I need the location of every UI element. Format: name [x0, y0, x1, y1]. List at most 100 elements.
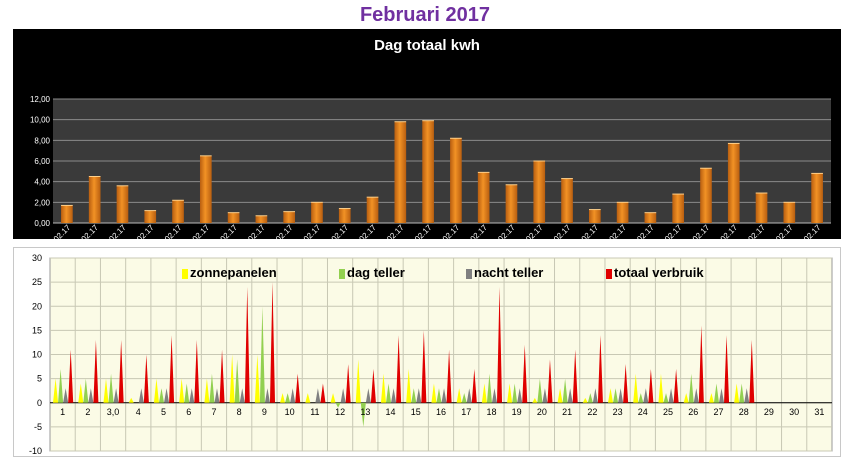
- daily-total-chart: Dag totaal kwh 0,00 2,00 4,00 6,00 8,00 10,00…: [13, 29, 841, 239]
- bar: [227, 212, 240, 223]
- bar: [616, 202, 629, 223]
- spike: [305, 393, 311, 403]
- spike: [290, 388, 296, 403]
- spike: [744, 388, 750, 403]
- spike: [618, 388, 624, 403]
- spike: [295, 373, 301, 403]
- y-tick-label: -5: [34, 422, 42, 432]
- spike: [688, 373, 694, 403]
- spike: [391, 388, 397, 403]
- x-tick-label: 16.02.17: [461, 223, 490, 239]
- y-tick-label: 30: [32, 253, 42, 263]
- spike: [471, 368, 477, 403]
- bar: [672, 194, 685, 223]
- bar: [422, 120, 434, 223]
- x-tick-label: 16: [436, 407, 446, 417]
- bar: [255, 215, 268, 223]
- x-tick-label: 9: [262, 407, 267, 417]
- spike: [63, 388, 69, 403]
- spike: [103, 378, 109, 403]
- spike: [365, 388, 371, 403]
- bar: [450, 138, 462, 223]
- spike: [380, 373, 387, 403]
- x-tick-label: 15.02.17: [433, 223, 462, 239]
- bar: [561, 178, 573, 223]
- legend-swatch: [182, 269, 188, 279]
- spike: [335, 402, 341, 408]
- x-tick-label: 25: [663, 407, 673, 417]
- spike: [219, 349, 225, 403]
- spike: [547, 359, 553, 403]
- spike: [345, 364, 351, 403]
- spike: [587, 393, 593, 403]
- x-tick-label: 20: [537, 407, 547, 417]
- y-tick-label: 25: [32, 277, 42, 287]
- x-tick-label: 28: [739, 407, 749, 417]
- spike: [164, 388, 170, 403]
- spike: [623, 364, 629, 403]
- bar: [338, 208, 351, 223]
- x-tick-label: 1: [60, 407, 65, 417]
- spike: [562, 378, 568, 403]
- spike: [638, 393, 644, 403]
- x-tick-label: 31: [814, 407, 824, 417]
- spike: [113, 388, 119, 403]
- legend-label: totaal verbruik: [614, 265, 704, 280]
- spike: [466, 388, 472, 403]
- spike: [713, 383, 719, 403]
- x-tick-label: 10.02.17: [294, 223, 323, 239]
- spike: [663, 393, 669, 403]
- x-tick-label: 28.02.17: [794, 223, 823, 239]
- bar: [394, 121, 407, 223]
- x-tick-label: 22.02.17: [627, 223, 656, 239]
- spike: [537, 378, 543, 403]
- spike: [517, 388, 523, 403]
- chart-title: Dag totaal kwh: [374, 37, 480, 54]
- spike: [386, 383, 392, 403]
- y-tick-label: 4,00: [34, 178, 50, 187]
- bar: [311, 202, 323, 223]
- bar: [783, 202, 796, 223]
- spike: [83, 378, 89, 403]
- spike: [234, 359, 240, 403]
- x-tick-label: 11: [310, 407, 319, 417]
- spike: [718, 388, 725, 403]
- x-tick-label: 29: [764, 407, 774, 417]
- x-tick-label: 26.02.17: [739, 223, 768, 239]
- spike: [739, 383, 745, 403]
- spike: [507, 383, 513, 403]
- spike: [93, 340, 99, 403]
- spike: [648, 368, 654, 403]
- x-tick-label: 18: [486, 407, 496, 417]
- spike: [264, 388, 270, 403]
- spike: [158, 388, 165, 403]
- spike: [607, 388, 614, 403]
- spike: [340, 388, 346, 403]
- x-tick-label: 11.02.17: [322, 223, 350, 239]
- spike: [491, 388, 498, 403]
- x-tick-label: 15: [411, 407, 421, 417]
- x-tick-label: 24: [638, 407, 648, 417]
- spike: [633, 373, 639, 403]
- y-tick-label: 10: [32, 350, 42, 360]
- spike: [542, 388, 548, 403]
- spike: [285, 393, 291, 403]
- page-title: Februari 2017: [359, 4, 491, 26]
- bar: [366, 197, 379, 223]
- spike: [189, 388, 195, 403]
- x-tick-label: 23: [613, 407, 623, 417]
- spike: [209, 373, 215, 403]
- spike: [78, 383, 84, 403]
- x-tick-label: 20.02.17: [572, 223, 601, 239]
- bar: [283, 211, 296, 223]
- spike: [481, 383, 487, 403]
- x-tick-label: 22: [587, 407, 597, 417]
- spike: [643, 388, 649, 403]
- y-tick-label: 15: [32, 325, 42, 335]
- legend-label: nacht teller: [474, 265, 543, 280]
- spike: [58, 368, 64, 403]
- y-tick-label: 6,00: [34, 157, 50, 166]
- spike: [355, 359, 361, 403]
- spike: [179, 378, 185, 403]
